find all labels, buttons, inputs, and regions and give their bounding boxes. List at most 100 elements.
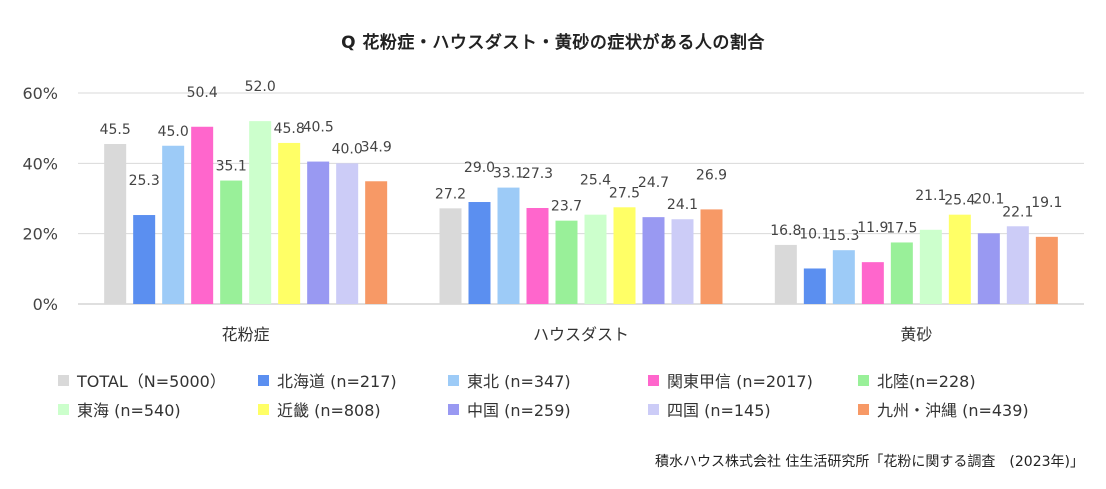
legend-item: TOTAL（N=5000） (58, 368, 226, 392)
data-label: 45.0 (158, 124, 189, 140)
data-label: 23.7 (551, 199, 582, 215)
legend-swatch (858, 374, 869, 386)
legend-label: 北海道 (n=217) (277, 372, 397, 391)
legend-item: 北陸(n=228) (858, 368, 976, 392)
bar (977, 233, 1000, 304)
legend-item: 関東甲信 (n=2017) (648, 368, 813, 392)
bar (249, 121, 272, 304)
data-label: 40.5 (303, 120, 334, 136)
legend-label: 関東甲信 (n=2017) (667, 372, 813, 391)
data-label: 17.5 (886, 220, 917, 236)
data-label: 45.5 (100, 122, 131, 138)
bar (774, 244, 797, 304)
legend-item: 北海道 (n=217) (258, 368, 397, 392)
bar (468, 202, 491, 304)
data-label: 19.1 (1031, 195, 1062, 211)
legend-label: 中国 (n=259) (467, 401, 571, 420)
y-tick-label: 0% (33, 295, 58, 314)
x-tick-label: ハウスダスト (533, 325, 629, 344)
bar (700, 209, 723, 304)
data-label: 27.3 (522, 166, 553, 182)
data-label: 34.9 (361, 139, 392, 155)
data-label: 24.7 (638, 175, 669, 191)
legend-label: 四国 (n=145) (667, 401, 771, 420)
bar (133, 215, 156, 304)
bar (278, 142, 301, 304)
data-label: 20.1 (973, 191, 1004, 207)
legend-swatch (648, 403, 659, 415)
legend-label: 北陸(n=228) (877, 372, 976, 391)
bar (890, 242, 913, 304)
data-label: 25.3 (129, 173, 160, 189)
x-tick-label: 花粉症 (222, 325, 270, 344)
data-label: 26.9 (696, 167, 727, 183)
legend-label: 東海 (n=540) (77, 401, 181, 420)
bar (555, 220, 578, 304)
y-tick-label: 20% (22, 225, 58, 244)
data-label: 25.4 (944, 193, 975, 209)
bar (613, 207, 636, 304)
bar (803, 268, 826, 304)
legend-item: 中国 (n=259) (448, 397, 571, 421)
bar (832, 250, 855, 304)
legend-item: 近畿 (n=808) (258, 397, 381, 421)
legend-swatch (258, 403, 269, 415)
bar (307, 161, 330, 304)
data-label: 33.1 (493, 166, 524, 182)
data-label: 24.1 (667, 197, 698, 213)
legend-swatch (58, 374, 69, 386)
bar-chart: 0%20%40%60%45.525.345.050.435.152.045.84… (22, 79, 1084, 344)
data-label: 35.1 (216, 159, 247, 175)
legend-label: 東北 (n=347) (467, 372, 571, 391)
bar (861, 262, 884, 304)
y-tick-label: 40% (22, 154, 58, 173)
data-label: 29.0 (464, 160, 495, 176)
data-label: 16.8 (770, 223, 801, 239)
data-label: 21.1 (915, 188, 946, 204)
legend-label: 近畿 (n=808) (277, 401, 381, 420)
bar (671, 219, 694, 304)
data-label: 50.4 (187, 85, 218, 101)
bar (439, 208, 462, 304)
data-label: 25.4 (580, 173, 611, 189)
bar (919, 229, 942, 304)
data-label: 10.1 (799, 226, 830, 242)
bar (1035, 236, 1058, 304)
bar (642, 217, 665, 304)
bar (191, 126, 214, 304)
data-label: 52.0 (245, 79, 276, 95)
legend-item: 四国 (n=145) (648, 397, 771, 421)
bar (1006, 226, 1029, 304)
bar (526, 207, 549, 304)
bar (220, 180, 243, 304)
legend-swatch (258, 374, 269, 386)
bar (162, 145, 185, 304)
legend-swatch (858, 403, 869, 415)
legend-swatch (448, 403, 459, 415)
bar (497, 187, 520, 304)
data-label: 15.3 (828, 228, 859, 244)
legend-swatch (648, 374, 659, 386)
bar (948, 214, 971, 304)
legend-swatch (448, 374, 459, 386)
bar (336, 163, 359, 304)
legend-swatch (58, 403, 69, 415)
data-label: 45.8 (274, 121, 305, 137)
legend-item: 東海 (n=540) (58, 397, 181, 421)
bar (104, 143, 127, 304)
data-label: 27.2 (435, 186, 466, 202)
bar (365, 181, 388, 304)
data-label: 11.9 (857, 220, 888, 236)
legend-label: 九州・沖縄 (n=439) (877, 401, 1029, 420)
y-tick-label: 60% (22, 84, 58, 103)
legend-label: TOTAL（N=5000） (77, 372, 226, 391)
data-label: 40.0 (332, 141, 363, 157)
data-label: 27.5 (609, 185, 640, 201)
chart-title: Q 花粉症・ハウスダスト・黄砂の症状がある人の割合 (341, 33, 765, 53)
data-label: 22.1 (1002, 204, 1033, 220)
legend-item: 九州・沖縄 (n=439) (858, 397, 1029, 421)
source-note: 積水ハウス株式会社 住生活研究所「花粉に関する調査 (2023年)」 (654, 454, 1084, 470)
x-tick-label: 黄砂 (900, 325, 932, 344)
legend-item: 東北 (n=347) (448, 368, 571, 392)
bar (584, 214, 607, 304)
